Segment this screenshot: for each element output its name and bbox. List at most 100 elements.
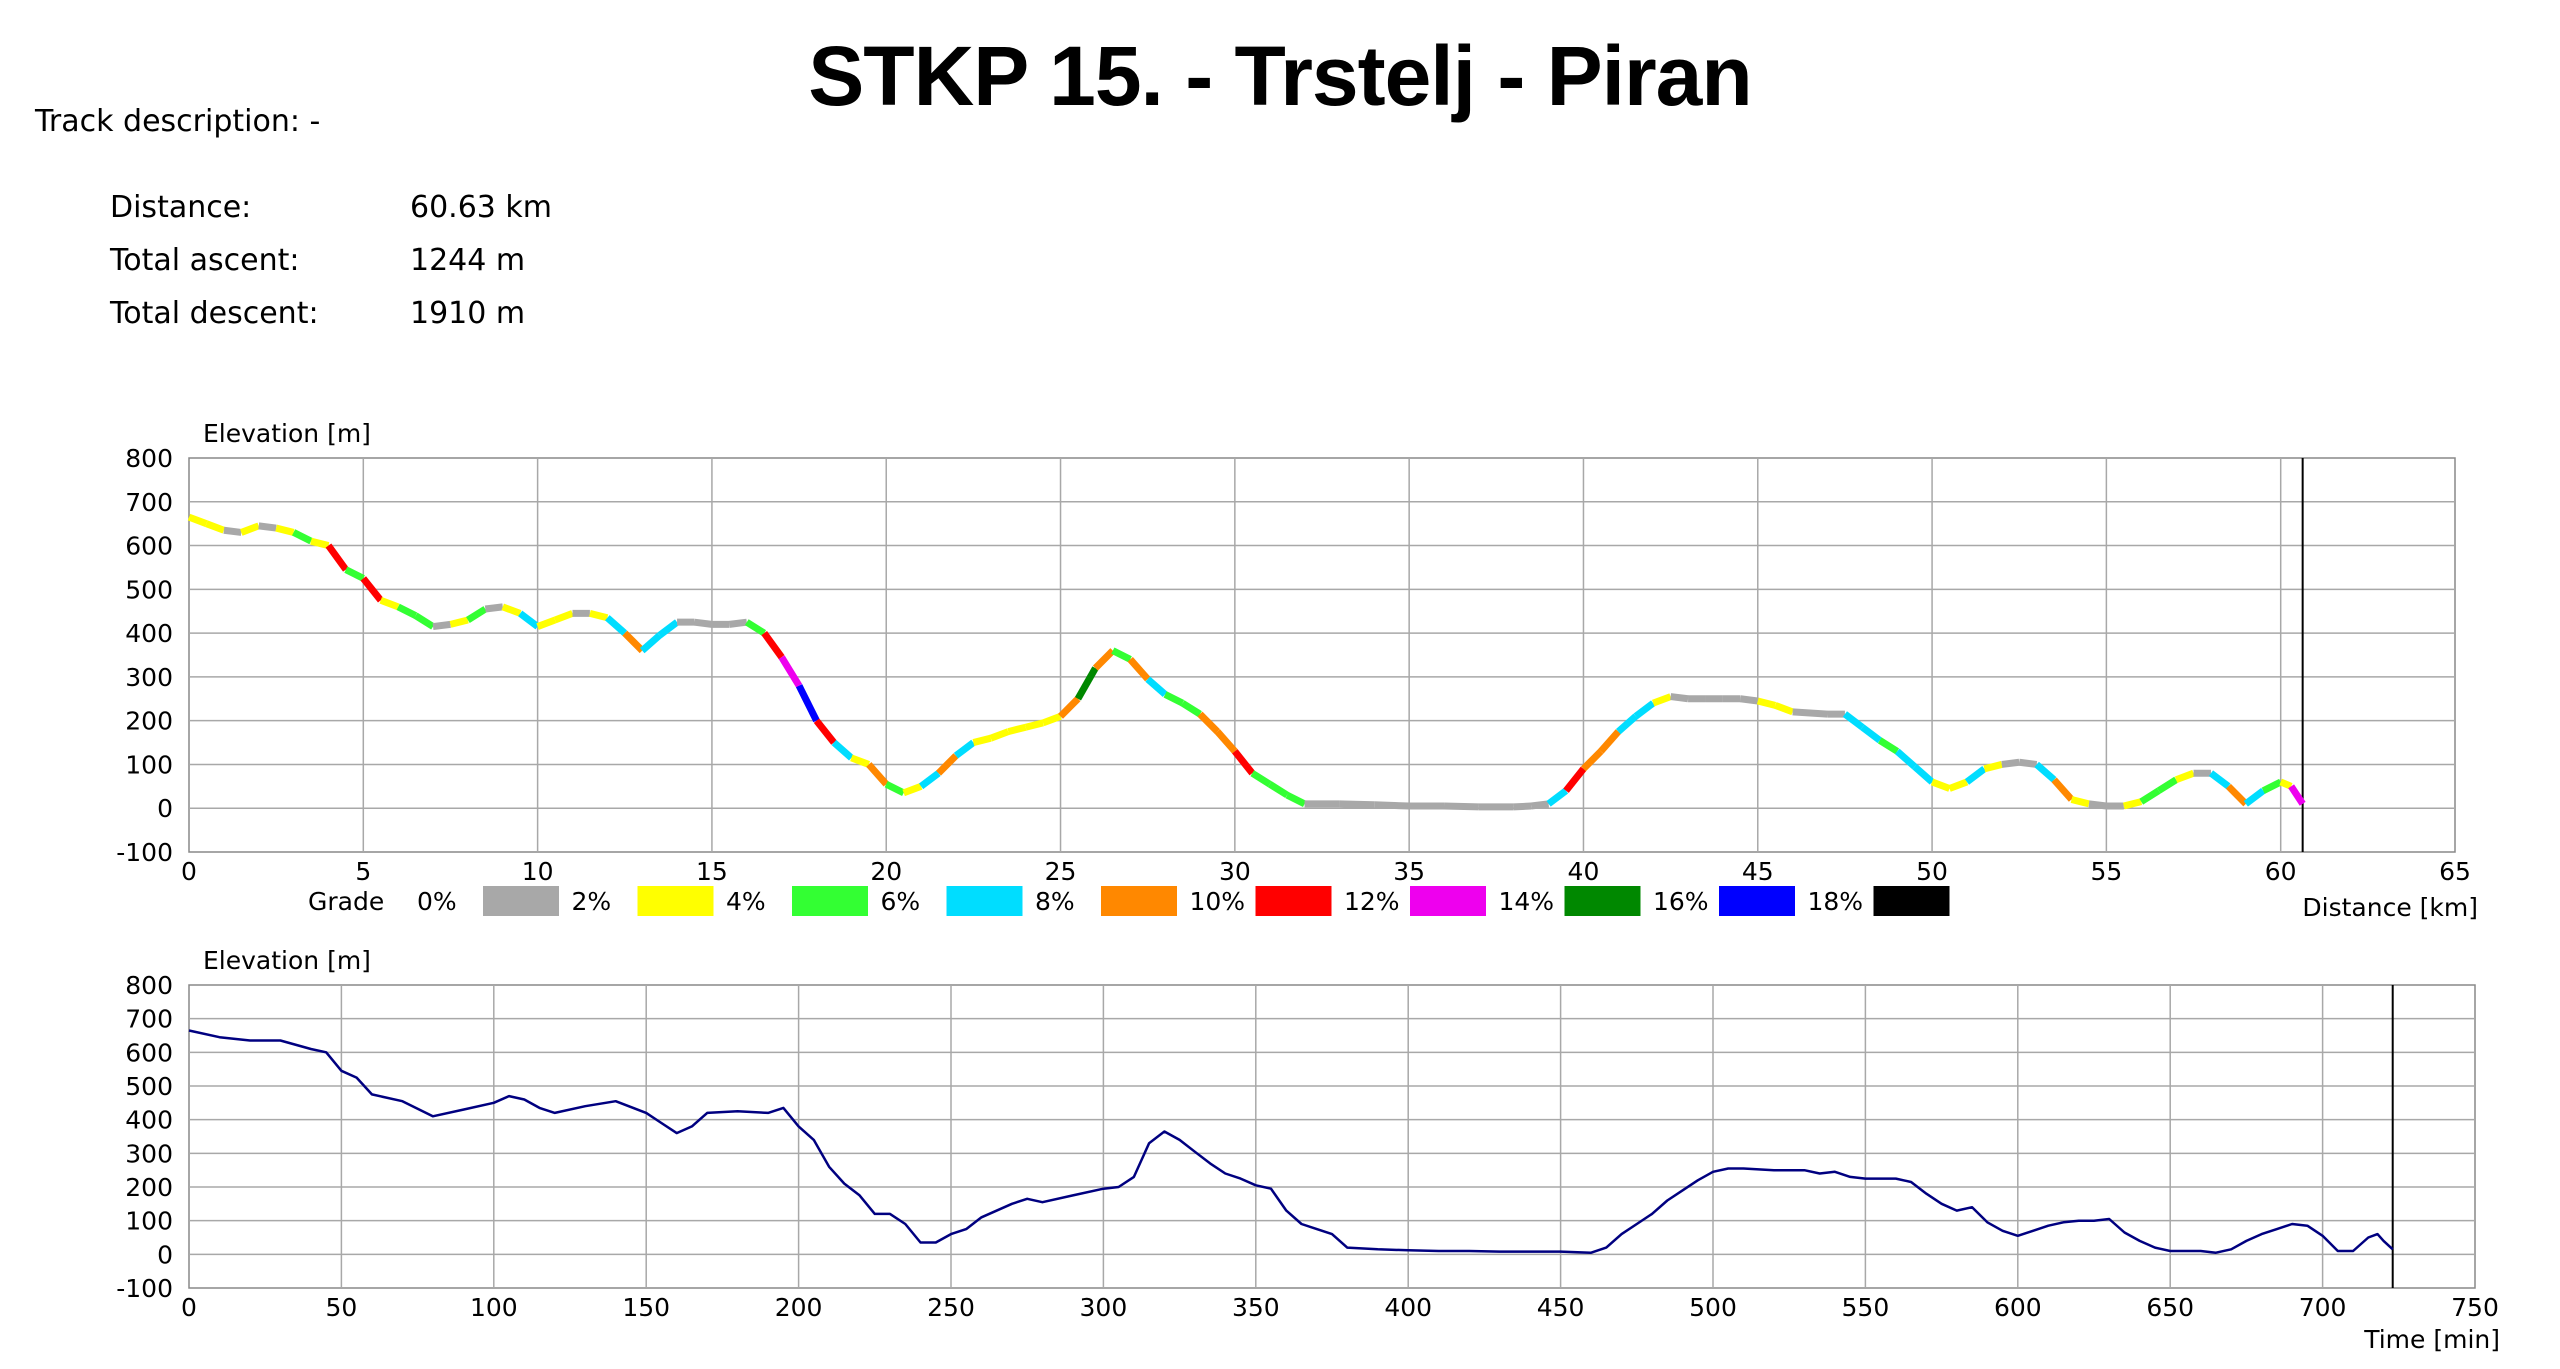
elevation-segment [2243,787,2266,807]
x-axis-title: Distance [km] [2302,893,2478,922]
elevation-segment [831,739,854,761]
elevation-segment [1964,766,1987,785]
elevation-segment [1580,748,1604,772]
elevation-segment [639,632,662,654]
elevation-segment [1792,708,1828,718]
elevation-segment [1197,711,1220,735]
elevation-segment [1058,696,1081,719]
y-tick-label: 500 [125,575,173,604]
elevation-segment [866,762,889,787]
elevation-segment [2001,758,2020,768]
elevation-segment [2051,777,2075,802]
x-tick-label: 450 [1537,1293,1585,1322]
x-tick-label: 30 [1219,857,1251,886]
elevation-segment [902,783,923,797]
legend-label: 2% [572,887,612,916]
elevation-segment [501,603,522,617]
elevation-segment [918,770,941,790]
elevation-segment [1443,802,1479,811]
elevation-segment [1877,737,1900,755]
x-tick-label: 350 [1232,1293,1280,1322]
elevation-segment [484,603,504,613]
y-tick-label: -100 [116,1274,173,1303]
elevation-segment [325,543,349,572]
elevation-segment [518,610,540,630]
x-tick-label: 50 [1916,857,1948,886]
elevation-segment [1513,802,1532,811]
x-tick-label: 250 [927,1293,975,1322]
elevation-segment [1842,711,1865,731]
x-tick-label: 50 [325,1293,357,1322]
y-tick-label: 0 [157,1240,173,1269]
elevation-segment [292,529,313,545]
elevation-segment [275,524,295,536]
elevation-segment [2018,758,2038,768]
x-tick-label: 550 [1842,1293,1890,1322]
elevation-segment [258,522,277,532]
x-tick-label: 0 [181,857,197,886]
elevation-segment [795,684,820,723]
elevation-segment [1616,713,1639,735]
elevation-segment [396,603,418,619]
x-tick-label: 15 [696,857,728,886]
total-descent-value: 1910 m [410,296,526,331]
page-title: STKP 15. - Trstelj - Piran [808,29,1752,123]
elevation-segment [850,754,871,768]
elevation-segment [1983,761,2003,773]
y-tick-label: 800 [125,444,173,473]
elevation-segment [1145,676,1168,698]
elevation-segment [761,631,785,660]
elevation-segment [884,781,906,797]
elevation-segment [1670,693,1689,703]
total-ascent-label: Total ascent: [110,243,300,278]
elevation-segment [2288,784,2306,806]
elevation-segment [1930,778,1951,792]
elevation-segment [2088,800,2107,810]
elevation-segment [1530,800,1550,810]
elevation-segment [360,576,384,603]
elevation-segment [2034,761,2057,783]
x-tick-label: 600 [1994,1293,2042,1322]
elevation-segment [379,597,400,611]
elevation-segment [553,610,574,624]
elevation-segment [936,753,959,776]
x-tick-label: 60 [2265,857,2297,886]
elevation-segment [1739,695,1759,705]
track-description: Track description: - [35,104,321,139]
elevation-segment [605,615,628,636]
elevation-segment [1163,691,1185,707]
y-axis-title: Elevation [m] [203,419,371,448]
elevation-segment [2279,778,2293,790]
elevation-segment [813,718,837,745]
x-tick-label: 700 [2299,1293,2347,1322]
elevation-segment [1180,700,1202,718]
x-tick-label: 650 [2146,1293,2194,1322]
legend-label: 12% [1344,887,1400,916]
elevation-segment [240,522,260,536]
x-tick-label: 55 [2090,857,2122,886]
elevation-segment [223,526,242,536]
legend-swatch [1255,886,1332,916]
y-axis-title: Elevation [m] [203,946,371,975]
elevation-segment [187,513,208,527]
elevation-segment [1092,648,1116,671]
x-tick-label: 20 [870,857,902,886]
legend-swatch [1564,886,1641,916]
elevation-segment [449,616,469,628]
elevation-segment [1339,800,1375,809]
elevation-segment [694,618,713,628]
elevation-segment [1860,724,1882,744]
elevation-segment [1894,748,1917,770]
plot-area-0 [188,457,2456,853]
y-tick-label: 700 [125,1005,173,1034]
x-tick-label: 150 [622,1293,670,1322]
elevation-segment [1633,700,1656,720]
y-tick-label: 500 [125,1072,173,1101]
x-tick-label: 45 [1742,857,1774,886]
elevation-segment [622,630,645,654]
x-tick-label: 10 [522,857,554,886]
elevation-segment [2208,770,2231,790]
elevation-segment [744,619,767,637]
legend-title: Grade [308,887,384,916]
elevation-segment [1651,693,1672,707]
